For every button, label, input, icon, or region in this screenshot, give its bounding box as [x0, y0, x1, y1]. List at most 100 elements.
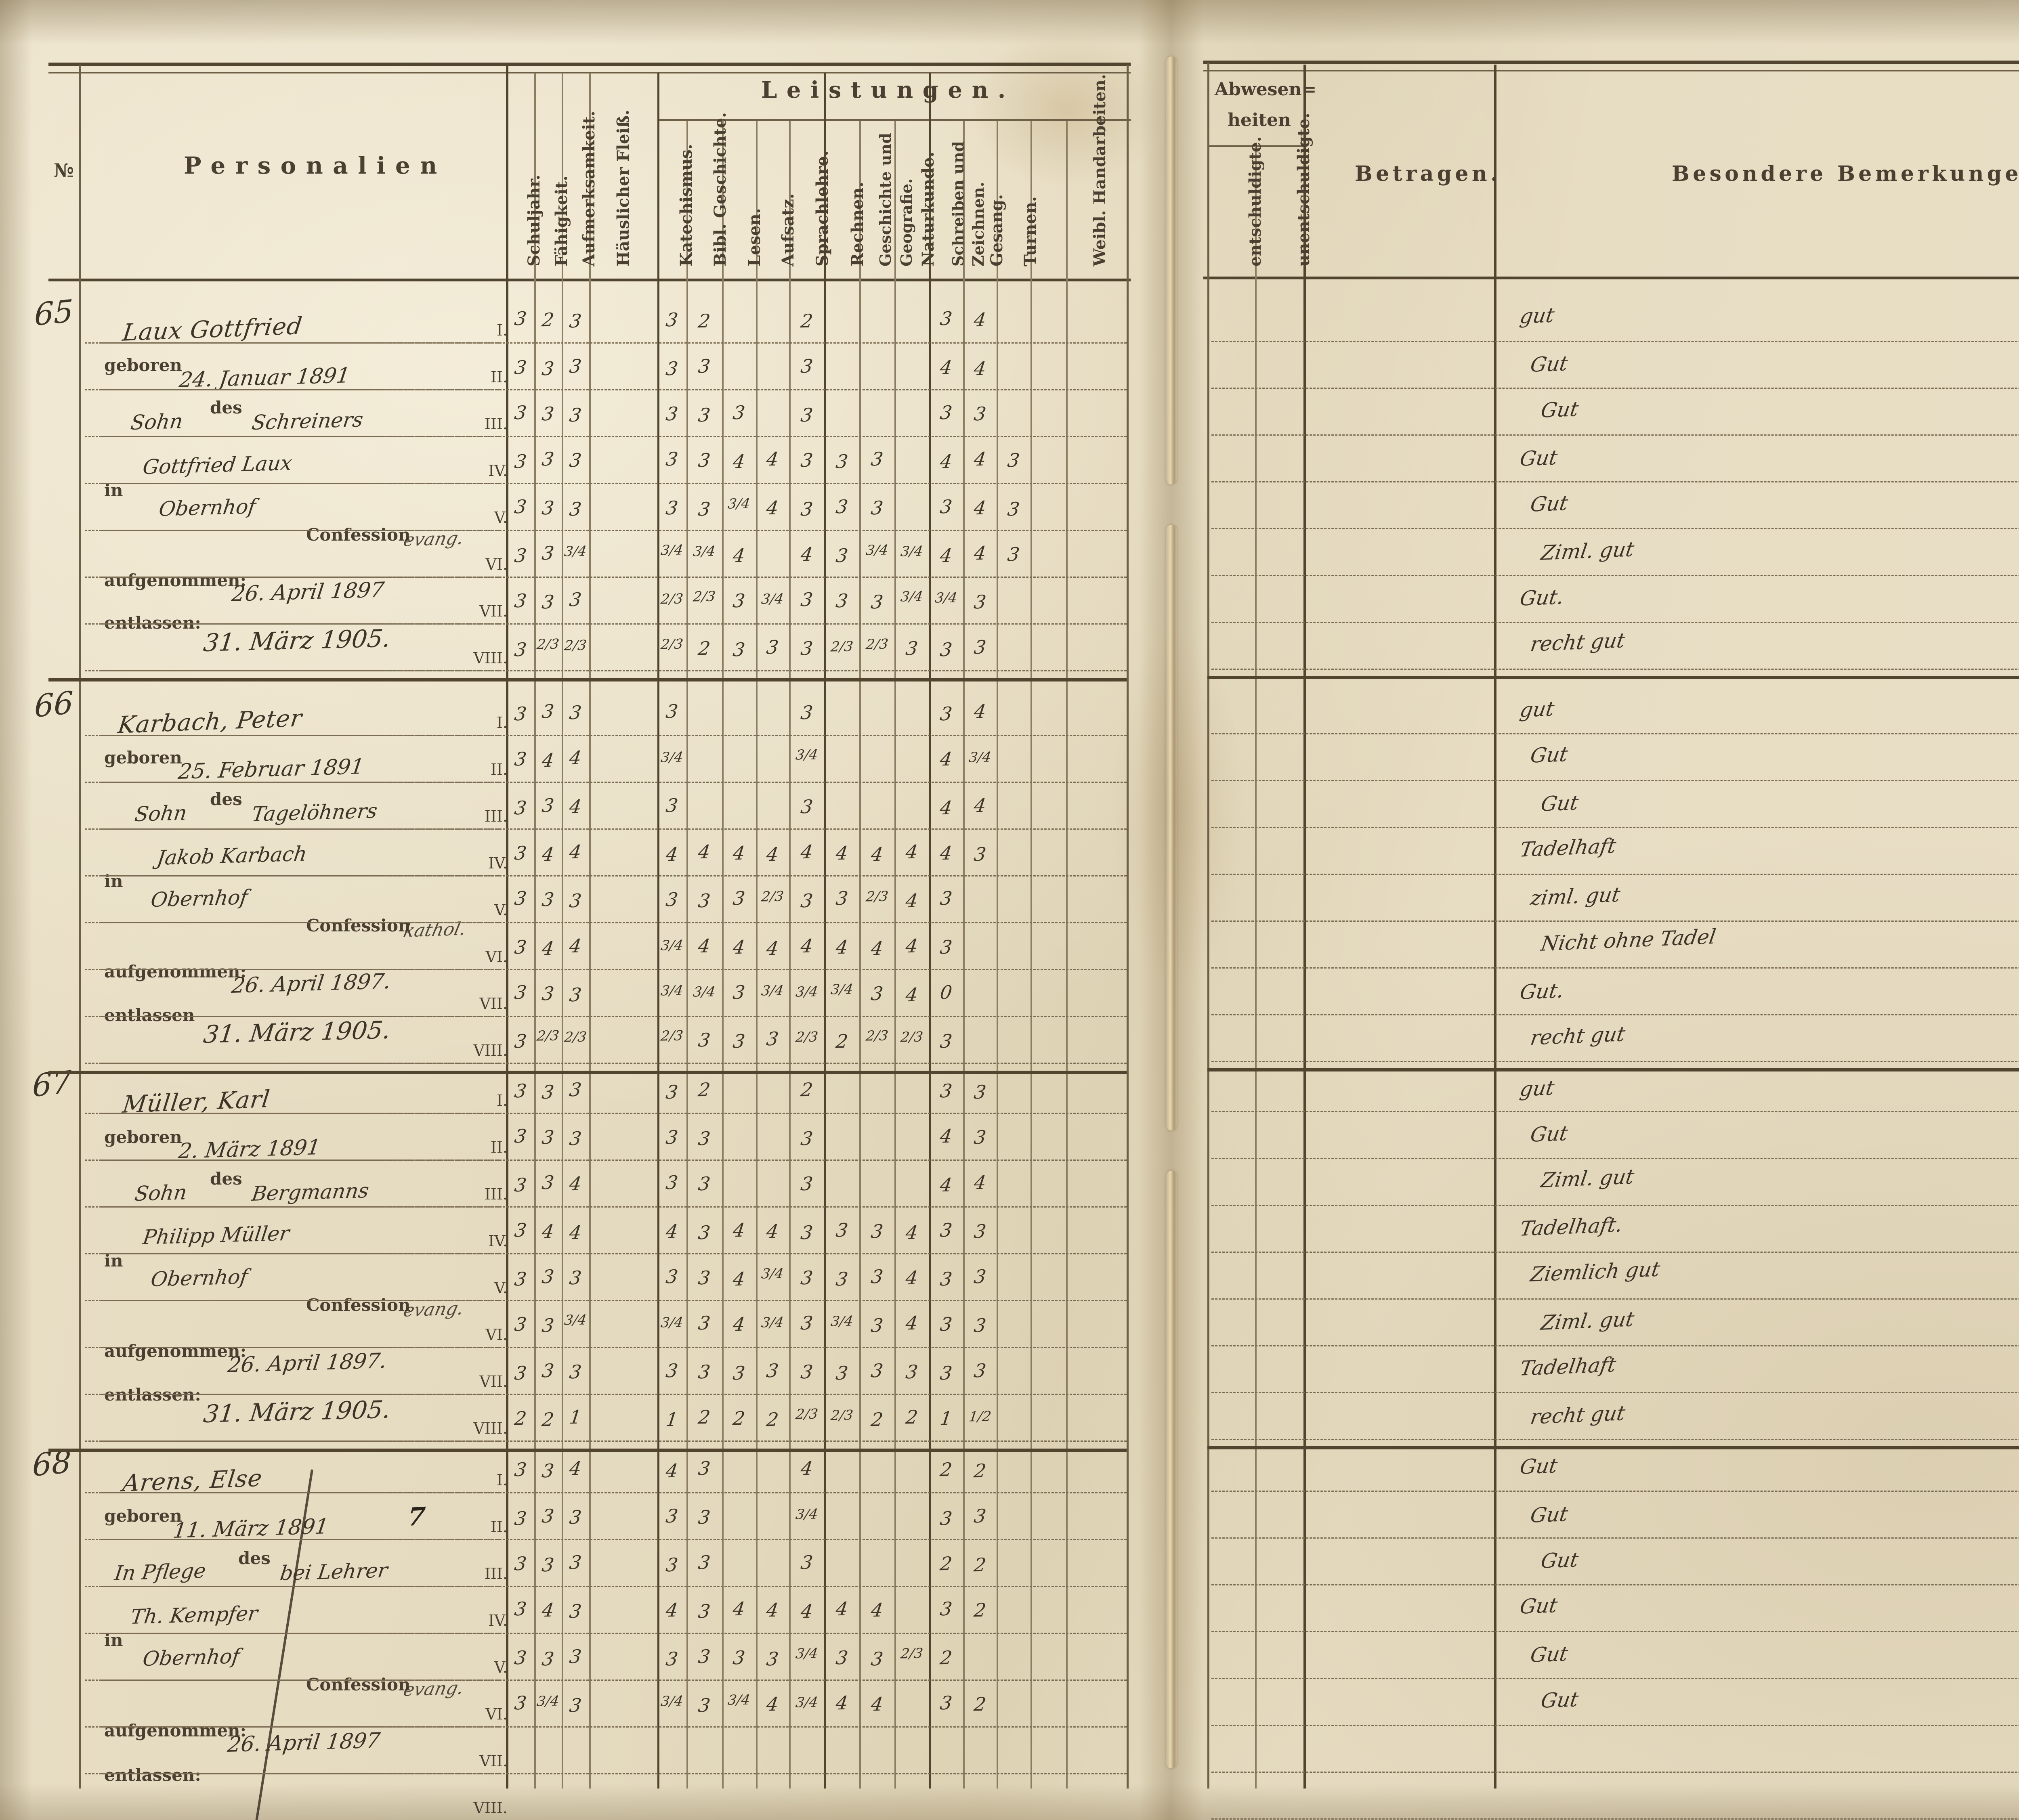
betragen-entry: Tadelhaft — [1518, 834, 1618, 862]
header-gesang: Gesang. — [987, 194, 1006, 266]
grade-cell: 4 — [939, 797, 953, 819]
header-unentschuldigte: unentschuldigte. — [1294, 113, 1313, 266]
grade-cell: 3 — [870, 982, 884, 1005]
row-guide-left — [85, 922, 1127, 923]
grade-cell: 3/4 — [830, 981, 854, 998]
grade-cell: 3 — [665, 357, 679, 380]
row-guide-right — [1211, 1392, 2019, 1393]
grade-cell: 3 — [665, 888, 679, 911]
grade-cell: 3 — [800, 1312, 814, 1334]
grade-cell: 3 — [1006, 449, 1021, 472]
row-guide-right — [1211, 1345, 2019, 1346]
grade-cell: 3 — [568, 355, 583, 377]
grade-cell: 2 — [697, 637, 711, 660]
row-guide-left — [85, 530, 1127, 531]
grade-cell: 4 — [835, 1598, 849, 1620]
betragen-entry: Gut. — [1518, 979, 1566, 1004]
personalien-writing-line — [101, 389, 501, 390]
grade-cell: 3 — [568, 1551, 583, 1574]
roman-numeral: I. — [496, 714, 508, 732]
grade-cell: 1 — [665, 1408, 679, 1431]
page-edge-shadow — [0, 0, 2019, 44]
grade-cell: 2 — [800, 1078, 814, 1101]
grade-cell: 2/3 — [865, 1027, 889, 1044]
col-rule-gesang — [997, 121, 998, 1789]
grade-cell: 4 — [905, 935, 919, 957]
grade-cell: 3 — [973, 636, 987, 658]
grade-cell: 3 — [568, 701, 583, 724]
betragen-entry: recht gut — [1529, 1022, 1627, 1050]
grade-cell: 3/4 — [830, 1313, 854, 1330]
grade-cell: 3 — [973, 843, 987, 866]
roman-numeral: I. — [496, 1092, 508, 1109]
grade-cell: 4 — [732, 450, 746, 473]
birth-date: 24. Januar 1891 — [178, 363, 352, 392]
grade-cell: 3 — [697, 1266, 711, 1289]
row-guide-left — [85, 735, 1127, 736]
grade-cell: 3 — [835, 887, 849, 910]
paper-stain — [1110, 626, 1244, 989]
roman-numeral: V. — [494, 901, 508, 919]
row-guide-right — [1211, 669, 2019, 670]
header-bottom-rule — [48, 279, 1131, 281]
grade-cell: 3 — [939, 307, 953, 330]
grade-cell: 4 — [939, 842, 953, 864]
roman-numeral: III. — [484, 1185, 508, 1203]
row-guide-right — [1211, 622, 2019, 623]
grade-cell: 4 — [870, 843, 884, 866]
roman-numeral: VI. — [485, 948, 508, 966]
grade-cell: 4 — [973, 542, 987, 564]
grade-cell: 4 — [765, 1220, 780, 1243]
grade-cell: 3/4 — [727, 1692, 751, 1709]
grade-cell: 3 — [939, 495, 953, 518]
col-rule-turnen — [1030, 121, 1032, 1789]
grade-cell: 3 — [939, 1080, 953, 1102]
label-aufgenommen: aufgenommen: — [104, 1721, 247, 1740]
frame-rule-top-right — [1203, 61, 2019, 64]
header-haeuslicher-fleiss: Häuslicher Fleiß. — [614, 109, 633, 266]
admission-date: 26. April 1897 — [230, 578, 386, 606]
col-rule-number — [79, 65, 81, 1789]
grade-cell: 3 — [800, 449, 814, 472]
label-aufgenommen: aufgenommen: — [104, 570, 247, 590]
grade-cell: 3 — [800, 404, 814, 426]
book-gutter — [1139, 0, 1203, 1820]
label-in: in — [104, 1630, 123, 1650]
roman-numeral: VII. — [479, 995, 508, 1013]
row-guide-right — [1211, 481, 2019, 482]
grade-cell: 3 — [568, 588, 583, 611]
personalien-writing-line — [101, 1063, 501, 1064]
grade-cell: 3 — [800, 1361, 814, 1383]
relation: Sohn — [133, 1180, 189, 1206]
grade-cell: 3 — [973, 1126, 987, 1149]
grade-cell: 3 — [568, 1506, 583, 1529]
col-rule-naturkunde — [929, 73, 931, 1789]
header-geschichte-geografie-l1: Geschichte und — [876, 133, 894, 266]
grade-cell: 3/4 — [900, 543, 924, 560]
town: Obernhof — [141, 1644, 241, 1671]
grade-cell: 3 — [835, 1268, 849, 1290]
grade-cell: 2 — [939, 1646, 953, 1669]
betragen-entry: Ziemlich gut — [1529, 1257, 1662, 1286]
grade-cell: 3 — [870, 497, 884, 519]
grade-cell: 2 — [870, 1408, 884, 1431]
discharge-date: 31. März 1905. — [202, 624, 392, 657]
grade-cell: 4 — [568, 746, 583, 769]
student-block-separator-right — [1207, 676, 2019, 679]
header-abwesenheiten-line1: Abwesen= — [1215, 79, 1317, 100]
grade-cell: 3 — [665, 1505, 679, 1527]
grade-cell: 2/3 — [795, 1406, 819, 1423]
betragen-entry: Ziml. gut — [1539, 537, 1636, 565]
grade-cell: 3/4 — [760, 1314, 785, 1331]
row-guide-right — [1211, 1537, 2019, 1539]
label-aufgenommen: aufgenommen: — [104, 962, 247, 981]
row-number: 66 — [34, 684, 74, 725]
row-guide-right — [1211, 1818, 2019, 1820]
grade-cell: 4 — [732, 1219, 746, 1241]
parent-occupation: Schreiners — [250, 408, 365, 434]
label-des: des — [210, 789, 242, 809]
grade-cell: 4 — [870, 1693, 884, 1715]
roman-numeral: IV. — [488, 854, 508, 872]
student-block-separator-right — [1207, 1446, 2019, 1449]
